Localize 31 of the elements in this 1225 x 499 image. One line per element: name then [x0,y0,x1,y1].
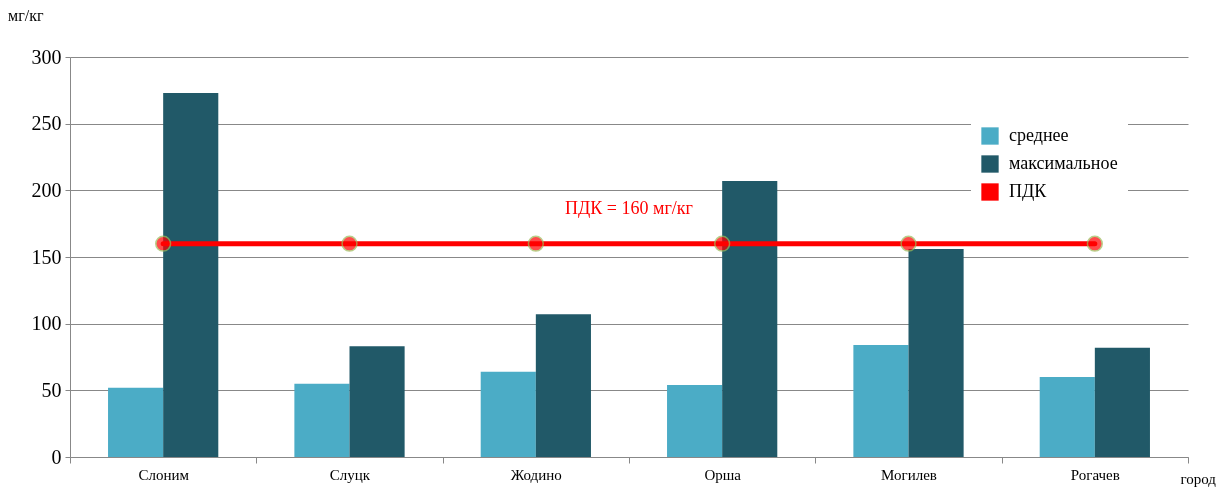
y-tick-label: 300 [31,45,62,68]
legend-label: ПДК [1009,181,1048,201]
bar [722,181,778,457]
x-tick-label: Орша [704,466,742,483]
x-tick-label: Слуцк [329,466,371,483]
x-tick-label: Жодино [510,466,562,483]
bar [908,249,964,457]
x-tick-label: Слоним [138,466,190,483]
y-tick-label: 150 [31,245,62,268]
bar [163,93,219,457]
bar [1039,377,1095,457]
bar [480,371,536,457]
y-tick-label: 100 [31,312,62,335]
bar [294,383,350,457]
bar [667,385,723,457]
y-axis-title: мг/кг [8,7,44,24]
bar [1094,347,1150,457]
y-tick-label: 50 [41,378,62,401]
bar [108,387,164,457]
x-axis-title: город [1180,470,1217,487]
y-tick-label: 250 [31,112,62,135]
bar [853,345,909,457]
legend-label: максимальное [1009,153,1118,173]
x-tick-label: Могилев [881,466,937,483]
legend-label: среднее [1009,125,1069,145]
y-tick-label: 200 [31,178,62,201]
y-tick-label: 0 [51,445,62,468]
bar [535,314,591,457]
x-tick-label: Рогачев [1070,466,1120,483]
bar [349,346,405,457]
annotation: ПДК = 160 мг/кг [565,197,693,218]
